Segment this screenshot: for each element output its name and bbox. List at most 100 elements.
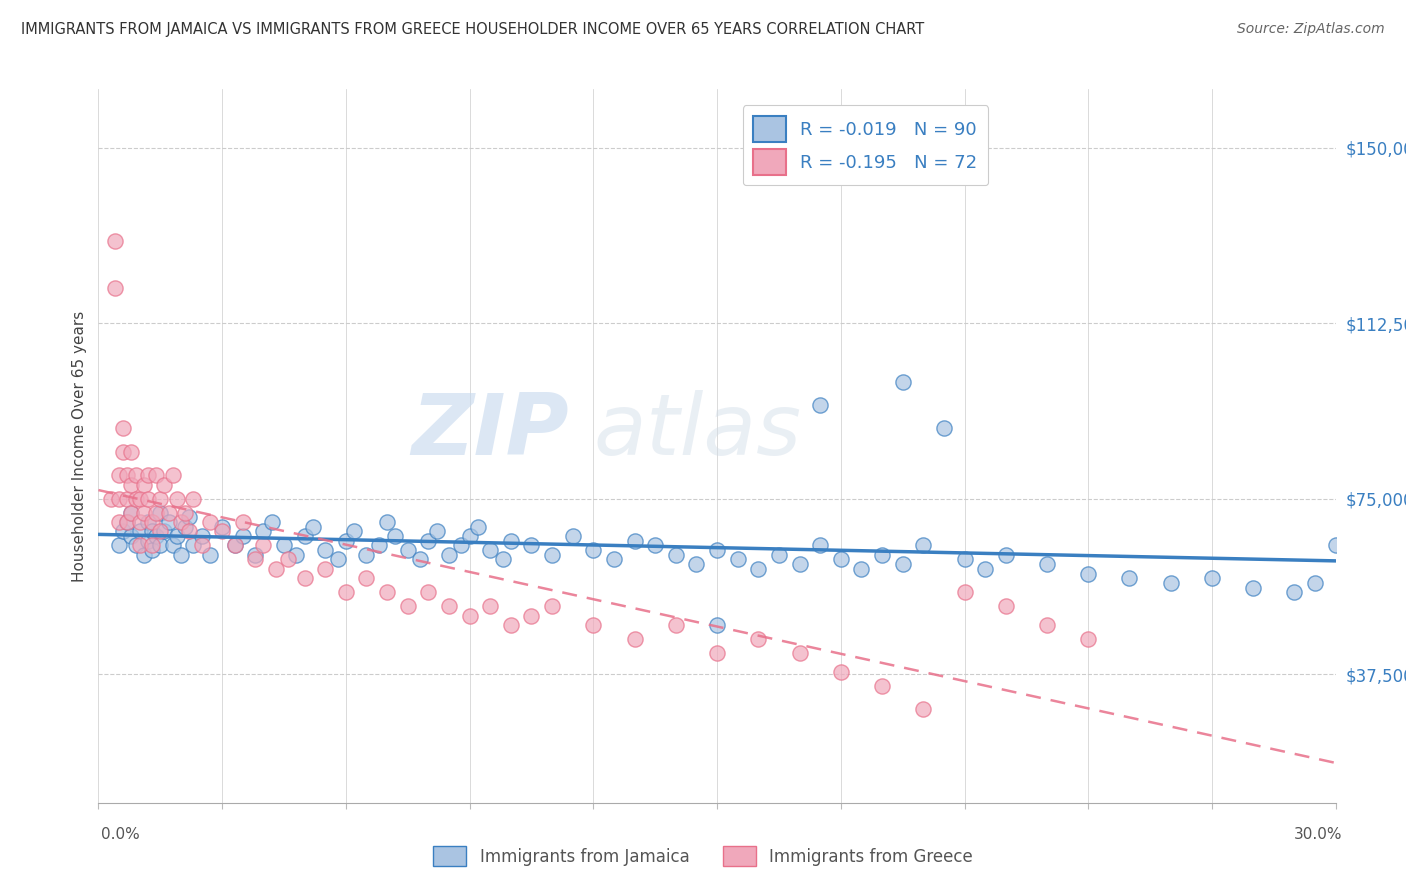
Point [232,515,254,529]
Point [665,618,688,632]
Point [582,618,605,632]
Point [302,519,325,533]
Point [264,562,287,576]
Point [149,506,172,520]
Point [994,548,1017,562]
Point [1160,575,1182,590]
Point [418,585,440,599]
Point [314,562,336,576]
Point [768,548,790,562]
Point [149,524,172,539]
Point [128,524,150,539]
Point [117,515,139,529]
Point [1303,575,1326,590]
Point [277,552,299,566]
Point [727,552,749,566]
Point [409,552,432,566]
Y-axis label: Householder Income Over 65 years: Householder Income Over 65 years [72,310,87,582]
Point [418,533,440,548]
Point [136,491,159,506]
Point [356,548,378,562]
Point [162,468,184,483]
Point [644,538,666,552]
Point [112,445,135,459]
Point [396,599,419,614]
Point [450,538,472,552]
Point [808,538,831,552]
Point [252,538,274,552]
Point [198,515,221,529]
Point [104,234,127,248]
Point [232,529,254,543]
Point [623,533,645,548]
Point [1241,581,1264,595]
Point [181,491,204,506]
Point [343,524,366,539]
Point [396,543,419,558]
Point [808,398,831,412]
Point [153,524,176,539]
Point [706,646,728,660]
Point [145,468,167,483]
Point [706,618,728,632]
Point [260,515,283,529]
Point [294,571,316,585]
Point [375,585,398,599]
Point [166,529,188,543]
Legend: R = -0.019   N = 90, R = -0.195   N = 72: R = -0.019 N = 90, R = -0.195 N = 72 [742,105,988,186]
Point [149,491,172,506]
Point [747,562,769,576]
Text: 30.0%: 30.0% [1295,827,1343,841]
Point [145,529,167,543]
Point [830,552,852,566]
Point [224,538,246,552]
Point [665,548,688,562]
Point [108,491,131,506]
Point [132,477,155,491]
Point [157,506,180,520]
Point [273,538,295,552]
Point [1036,618,1059,632]
Point [224,538,246,552]
Point [211,519,233,533]
Point [1077,632,1099,646]
Point [789,646,811,660]
Point [520,538,543,552]
Point [128,538,150,552]
Point [179,510,201,524]
Point [1201,571,1223,585]
Point [252,524,274,539]
Point [1324,538,1347,552]
Point [1036,557,1059,571]
Point [157,515,180,529]
Point [117,515,139,529]
Point [132,506,155,520]
Point [953,552,976,566]
Point [912,702,935,716]
Legend: Immigrants from Jamaica, Immigrants from Greece: Immigrants from Jamaica, Immigrants from… [426,839,980,873]
Point [789,557,811,571]
Point [541,599,564,614]
Point [974,562,997,576]
Point [851,562,873,576]
Point [1284,585,1306,599]
Point [124,468,146,483]
Point [870,679,893,693]
Point [190,529,212,543]
Point [467,519,489,533]
Point [603,552,626,566]
Point [120,506,142,520]
Point [132,548,155,562]
Point [243,552,266,566]
Point [326,552,349,566]
Point [120,477,142,491]
Point [190,538,212,552]
Point [891,557,914,571]
Point [181,538,204,552]
Point [870,548,893,562]
Point [623,632,645,646]
Point [104,281,127,295]
Point [170,548,193,562]
Point [124,491,146,506]
Point [479,599,502,614]
